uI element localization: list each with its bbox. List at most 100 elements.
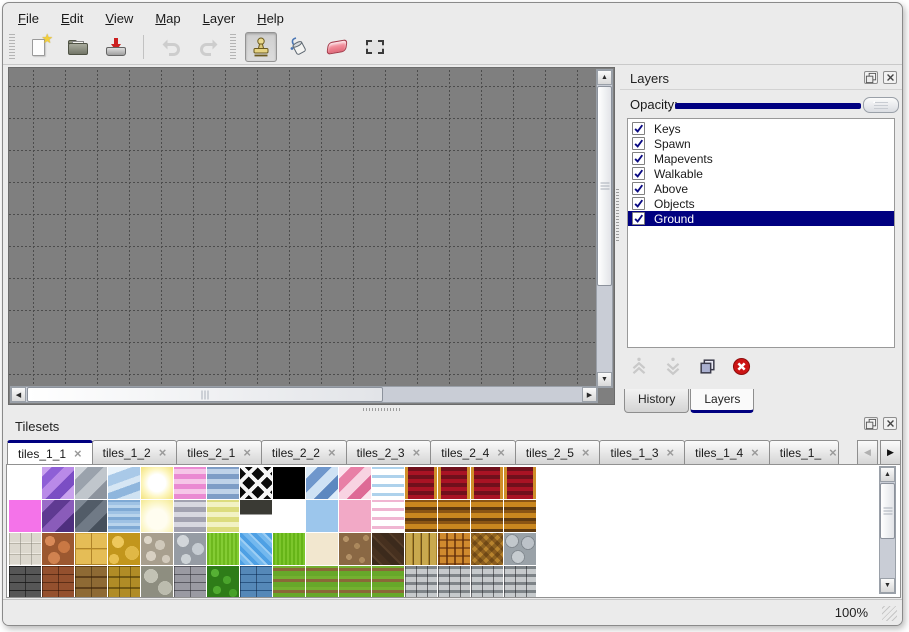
canvas-grid[interactable] bbox=[9, 68, 597, 387]
scroll-left-icon[interactable]: ◀ bbox=[11, 387, 26, 402]
tile-stonewall-yellow[interactable] bbox=[108, 566, 140, 597]
hscroll-thumb[interactable] bbox=[27, 387, 383, 402]
vscroll-thumb[interactable] bbox=[880, 483, 895, 539]
tile-light-pink[interactable] bbox=[339, 500, 371, 532]
float-icon[interactable] bbox=[864, 71, 878, 84]
close-tab-icon[interactable]: × bbox=[243, 444, 251, 460]
tile-wavy-blue[interactable] bbox=[372, 467, 404, 499]
layer-checkbox-icon[interactable] bbox=[632, 152, 645, 165]
layer-checkbox-icon[interactable] bbox=[632, 197, 645, 210]
tile-brick-blue[interactable] bbox=[240, 566, 272, 597]
tile-magenta[interactable] bbox=[9, 500, 41, 532]
tile-stripes-brown[interactable] bbox=[438, 500, 470, 532]
tile-stripes-brown[interactable] bbox=[471, 500, 503, 532]
scroll-down-icon[interactable]: ▼ bbox=[597, 372, 612, 387]
tileset-tab-tiles_2_1[interactable]: tiles_2_1 × bbox=[176, 440, 262, 465]
layer-row-keys[interactable]: Keys bbox=[628, 121, 894, 136]
tileset-tab-tiles_1_4[interactable]: tiles_1_4 × bbox=[684, 440, 770, 465]
tile-empty[interactable] bbox=[273, 500, 305, 532]
vscroll-thumb[interactable] bbox=[597, 86, 612, 286]
tile-lattice[interactable] bbox=[240, 467, 272, 499]
tile-grass-green[interactable] bbox=[207, 533, 239, 565]
tile-metal-strip[interactable] bbox=[240, 500, 272, 532]
canvas-hscrollbar[interactable]: ◀ ▶ bbox=[10, 386, 598, 403]
scroll-tabs-right-icon[interactable]: ▶ bbox=[880, 440, 901, 465]
tile-herringbone[interactable] bbox=[471, 533, 503, 565]
tile-pebbles-gray[interactable] bbox=[141, 533, 173, 565]
delete-layer-button[interactable] bbox=[728, 354, 754, 378]
tile-grass-path[interactable] bbox=[372, 566, 404, 597]
save-file-button[interactable] bbox=[100, 32, 132, 62]
tileset-tab-tiles_2_3[interactable]: tiles_2_3 × bbox=[345, 440, 432, 465]
tile-grass-path[interactable] bbox=[273, 566, 305, 597]
layer-row-walkable[interactable]: Walkable bbox=[628, 166, 894, 181]
opacity-slider-handle[interactable] bbox=[863, 97, 899, 113]
tab-history[interactable]: History bbox=[624, 389, 690, 413]
scroll-right-icon[interactable]: ▶ bbox=[582, 387, 597, 402]
select-tool-button[interactable] bbox=[359, 32, 391, 62]
layer-row-mapevents[interactable]: Mapevents bbox=[628, 151, 894, 166]
float-icon[interactable] bbox=[864, 417, 878, 430]
tile-brickwall-gray[interactable] bbox=[471, 566, 503, 597]
tile-planks-wood[interactable] bbox=[405, 533, 437, 565]
close-tab-icon[interactable]: × bbox=[497, 444, 505, 460]
tile-brick-gray[interactable] bbox=[174, 566, 206, 597]
tile-sand-pale[interactable] bbox=[306, 533, 338, 565]
close-icon[interactable] bbox=[883, 417, 897, 430]
scroll-up-icon[interactable]: ▲ bbox=[880, 467, 895, 482]
menu-item-help[interactable]: Help bbox=[257, 11, 284, 26]
close-tab-icon[interactable]: × bbox=[327, 444, 336, 460]
tile-empty[interactable] bbox=[9, 467, 41, 499]
tile-brick-dark[interactable] bbox=[9, 566, 41, 597]
tile-glass-pink[interactable] bbox=[339, 467, 371, 499]
tile-basket-weave[interactable] bbox=[438, 533, 470, 565]
scroll-tabs-left-icon[interactable]: ◀ bbox=[857, 440, 878, 465]
resize-grip-icon[interactable] bbox=[882, 606, 897, 621]
layer-row-objects[interactable]: Objects bbox=[628, 196, 894, 211]
tile-glass-gray-dark[interactable] bbox=[75, 500, 107, 532]
tile-brickwall-gray[interactable] bbox=[438, 566, 470, 597]
toolbar-drag-handle[interactable] bbox=[9, 34, 15, 60]
layer-checkbox-icon[interactable] bbox=[632, 182, 645, 195]
tile-stones-gray[interactable] bbox=[174, 533, 206, 565]
menu-item-view[interactable]: View bbox=[105, 11, 134, 26]
menu-item-file[interactable]: File bbox=[18, 11, 39, 26]
tile-grass-bright[interactable] bbox=[273, 533, 305, 565]
tile-water-glass[interactable] bbox=[108, 467, 140, 499]
tile-wavy-pink[interactable] bbox=[372, 500, 404, 532]
tile-glass-purple-dark[interactable] bbox=[42, 500, 74, 532]
tile-light-blue[interactable] bbox=[306, 500, 338, 532]
canvas-vscrollbar[interactable]: ▲ ▼ bbox=[596, 69, 613, 388]
tile-brick-brown[interactable] bbox=[75, 566, 107, 597]
layer-row-spawn[interactable]: Spawn bbox=[628, 136, 894, 151]
tile-glass-purple[interactable] bbox=[42, 467, 74, 499]
tile-grass-path[interactable] bbox=[306, 566, 338, 597]
tile-tile-yellow[interactable] bbox=[75, 533, 107, 565]
tile-stone-yellow[interactable] bbox=[108, 533, 140, 565]
tile-stonewall-gray[interactable] bbox=[141, 566, 173, 597]
tile-stone-path[interactable] bbox=[9, 533, 41, 565]
tile-carpet-red[interactable] bbox=[504, 467, 536, 499]
tab-layers[interactable]: Layers bbox=[690, 389, 755, 413]
tile-cobble-orange[interactable] bbox=[42, 533, 74, 565]
vertical-splitter-handle[interactable] bbox=[616, 189, 619, 241]
fill-tool-button[interactable] bbox=[283, 32, 315, 62]
horizontal-splitter-handle[interactable] bbox=[363, 408, 401, 411]
tile-dirt-pebbles[interactable] bbox=[339, 533, 371, 565]
tileset-tab-tiles_1_[interactable]: tiles_1_ × bbox=[768, 440, 839, 465]
tileset-tab-tiles_2_2[interactable]: tiles_2_2 × bbox=[260, 440, 347, 465]
layer-checkbox-icon[interactable] bbox=[632, 167, 645, 180]
stamp-tool-button[interactable] bbox=[245, 32, 277, 62]
tile-stripes-blue[interactable] bbox=[207, 467, 239, 499]
close-tab-icon[interactable]: × bbox=[829, 444, 837, 460]
tile-stripes-gray[interactable] bbox=[174, 500, 206, 532]
tile-carpet-red[interactable] bbox=[471, 467, 503, 499]
close-tab-icon[interactable]: × bbox=[412, 444, 421, 460]
tile-glass-gray[interactable] bbox=[75, 467, 107, 499]
tile-stripes-pink[interactable] bbox=[174, 467, 206, 499]
tileset-tab-tiles_2_4[interactable]: tiles_2_4 × bbox=[430, 440, 516, 465]
tile-glass-blue[interactable] bbox=[306, 467, 338, 499]
layers-dock-titlebar[interactable]: Layers bbox=[620, 67, 902, 90]
scroll-up-icon[interactable]: ▲ bbox=[597, 70, 612, 85]
close-icon[interactable] bbox=[883, 71, 897, 84]
